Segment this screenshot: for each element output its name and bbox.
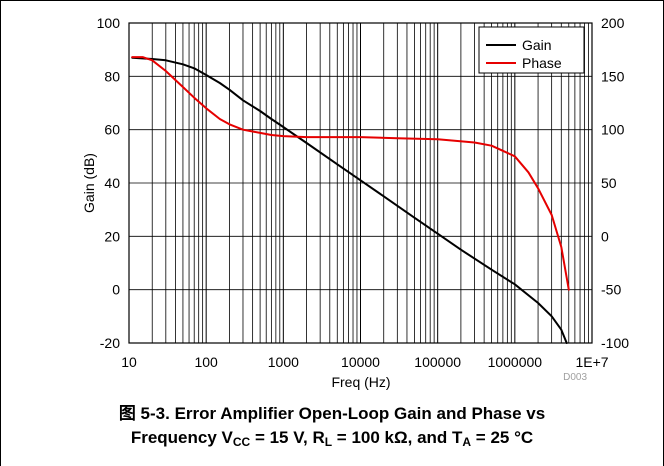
figure-caption: 图 5-3. Error Amplifier Open-Loop Gain an… [0,402,664,450]
x-tick-label: 100 [194,354,218,370]
x-tick-label: 1000000 [488,354,543,370]
caption-ta: = 25 °C [471,428,534,447]
y-tick-label: 80 [104,68,120,84]
series-line-gain [131,56,568,344]
series-group [131,56,570,344]
y-tick-label: 20 [104,228,120,244]
series-line-phase [131,56,570,291]
y2-tick-label: 200 [601,15,625,31]
x-axis-title: Freq (Hz) [331,374,390,390]
figure-code: D003 [563,372,587,383]
caption-ta-sub: A [462,435,472,449]
y2-tick-label: 0 [601,228,609,244]
caption-rl-sub: L [324,435,333,449]
caption-prefix: 图 5-3. [118,404,175,423]
y-tick-label: 0 [112,282,120,298]
x-tick-label: 10000 [341,354,380,370]
caption-vcc: = 15 V, R [250,428,325,447]
y2-tick-label: 100 [601,122,625,138]
y2-tick-label: -50 [601,282,621,298]
y-tick-label: 100 [97,15,121,31]
caption-line-2: Frequency VCC = 15 V, RL = 100 kΩ, and T… [0,426,664,450]
x-tick-label: 10 [121,354,137,370]
x-tick-label: 100000 [414,354,461,370]
y-tick-label: -20 [100,335,120,351]
caption-title: Error Amplifier Open-Loop Gain and Phase… [174,404,546,423]
x-tick-label: 1000 [268,354,299,370]
plot-area [128,22,593,344]
grid [129,23,592,343]
legend-label-gain: Gain [522,37,552,53]
x-tick-label: 1E+7 [575,354,608,370]
legend-box [478,26,585,74]
y-tick-label: 60 [104,122,120,138]
tick-labels: 10 100 1000 10000 100000 1000000 1E+7-20020406… [97,15,630,370]
caption-rl: = 100 kΩ, and T [332,428,463,447]
y2-tick-label: 50 [601,175,617,191]
legend: Gain Phase [478,26,585,74]
y2-tick-label: -100 [601,335,629,351]
y2-tick-label: 150 [601,68,625,84]
caption-vcc-sub: CC [232,435,251,449]
y-tick-label: 40 [104,175,120,191]
caption-line-1: 图 5-3. Error Amplifier Open-Loop Gain an… [0,402,664,426]
y-axis-title: Gain (dB) [81,153,97,213]
legend-label-phase: Phase [522,55,562,71]
caption-freq: Frequency V [130,428,233,447]
